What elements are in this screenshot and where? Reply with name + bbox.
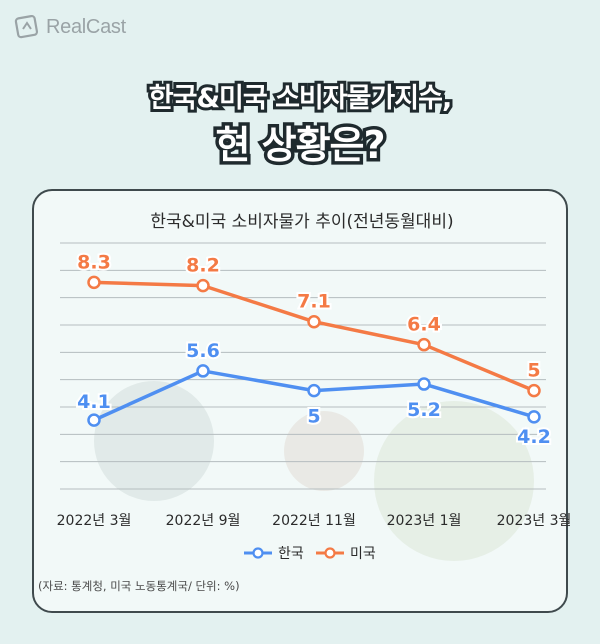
data-label-korea: 5.2 (407, 399, 441, 421)
data-point-korea (307, 383, 321, 398)
x-tick-label: 2022년 11월 (272, 513, 356, 529)
data-label-usa: 6.4 (407, 314, 441, 336)
data-point-korea (87, 413, 101, 427)
x-tick-label: 2022년 9월 (166, 513, 241, 529)
grid-lines (60, 242, 546, 490)
legend-marker-usa (324, 547, 336, 559)
data-label-usa: 8.3 (77, 251, 111, 273)
legend-marker-korea (252, 547, 264, 559)
x-tick-label: 2022년 3월 (57, 513, 132, 529)
data-label-korea: 4.1 (77, 391, 111, 413)
data-point-korea (417, 377, 431, 391)
chart-title: 한국&미국 소비자물가 추이(전년동월대비) (150, 212, 453, 232)
illustration-shape (374, 401, 534, 561)
data-label-usa: 7.1 (297, 291, 331, 313)
data-point-korea (196, 364, 210, 378)
data-point-usa (527, 383, 541, 398)
data-point-usa (307, 314, 321, 329)
data-point-usa (417, 337, 431, 352)
x-tick-label: 2023년 3월 (497, 513, 570, 529)
line-chart: 한국&미국 소비자물가 추이(전년동월대비) 4.1 5.6 5 5.2 4.2 8.3 8… (57, 212, 570, 562)
source-note: (자료: 통계청, 미국 노동통계국/ 단위: %) (38, 579, 240, 593)
series-group: 4.1 5.6 5 5.2 4.2 8.3 8.2 7.1 6.4 5 (75, 249, 553, 449)
data-label-korea: 5.6 (186, 340, 220, 362)
data-point-usa (87, 275, 101, 290)
legend: 한국 미국 (244, 546, 376, 562)
x-tick-label: 2023년 1월 (387, 513, 462, 529)
data-label-korea: 4.2 (517, 426, 551, 448)
data-point-usa (196, 278, 210, 293)
headline-line2: 현 상황은? (212, 120, 389, 171)
legend-label-usa: 미국 (350, 546, 376, 562)
realcast-logo-icon (14, 14, 39, 39)
legend-label-korea: 한국 (278, 546, 304, 562)
brand-name: RealCast (46, 15, 126, 38)
illustration-shape (94, 381, 214, 501)
data-label-usa: 5 (527, 360, 540, 382)
headline-line1: 한국&미국 소비자물가지수, (146, 80, 455, 117)
illustration-shape (284, 411, 364, 491)
x-axis-ticks: 2022년 3월 2022년 9월 2022년 11월 2023년 1월 2023년 3… (57, 513, 570, 529)
data-point-korea (527, 410, 541, 424)
chart-card: 한국&미국 소비자물가 추이(전년동월대비) 4.1 5.6 5 5.2 4.2 8.3 8… (32, 189, 570, 613)
data-label-usa: 8.2 (186, 255, 220, 277)
background-illustration (94, 381, 534, 561)
brand-logo: RealCast (14, 12, 126, 42)
data-label-korea: 5 (307, 406, 320, 428)
